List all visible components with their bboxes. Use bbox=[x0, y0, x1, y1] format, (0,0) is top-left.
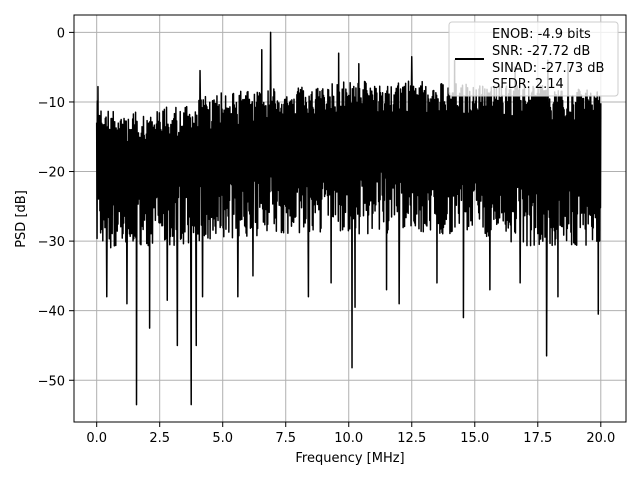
y-tick-label: 0 bbox=[57, 26, 65, 41]
x-tick-label: 5.0 bbox=[212, 431, 233, 446]
legend-box bbox=[448, 21, 619, 97]
x-axis-label: Frequency [MHz] bbox=[295, 451, 404, 466]
y-tick-label: −50 bbox=[38, 374, 65, 389]
y-tick-label: −10 bbox=[38, 96, 65, 111]
x-tick-label: 7.5 bbox=[275, 431, 296, 446]
x-tick-label: 12.5 bbox=[397, 431, 426, 446]
psd-series-line bbox=[95, 31, 602, 406]
y-tick-label: −20 bbox=[38, 166, 65, 181]
x-tick-label: 10.0 bbox=[334, 431, 363, 446]
x-axis-ticks: 0.0 2.5 5.0 7.5 10.0 12.5 15.0 17.5 20.0 bbox=[86, 422, 615, 446]
x-tick-label: 20.0 bbox=[586, 431, 615, 446]
x-tick-label: 17.5 bbox=[523, 431, 552, 446]
x-tick-label: 2.5 bbox=[149, 431, 170, 446]
legend-sinad: SINAD: -27.73 dB bbox=[492, 61, 604, 76]
legend-sfdr: SFDR: 2.14 bbox=[492, 77, 564, 92]
x-tick-label: 0.0 bbox=[86, 431, 107, 446]
y-axis-ticks: 0 −10 −20 −30 −40 −50 bbox=[38, 26, 74, 389]
y-tick-label: −30 bbox=[38, 235, 65, 250]
plot-frame bbox=[73, 14, 627, 423]
x-tick-label: 15.0 bbox=[460, 431, 489, 446]
y-tick-label: −40 bbox=[38, 305, 65, 320]
legend-snr: SNR: -27.72 dB bbox=[492, 44, 590, 59]
y-axis-label: PSD [dB] bbox=[14, 190, 29, 248]
legend-enob: ENOB: -4.9 bits bbox=[492, 27, 591, 42]
series-layer bbox=[95, 31, 602, 406]
legend: ENOB: -4.9 bits SNR: -27.72 dB SINAD: -2… bbox=[448, 21, 619, 97]
